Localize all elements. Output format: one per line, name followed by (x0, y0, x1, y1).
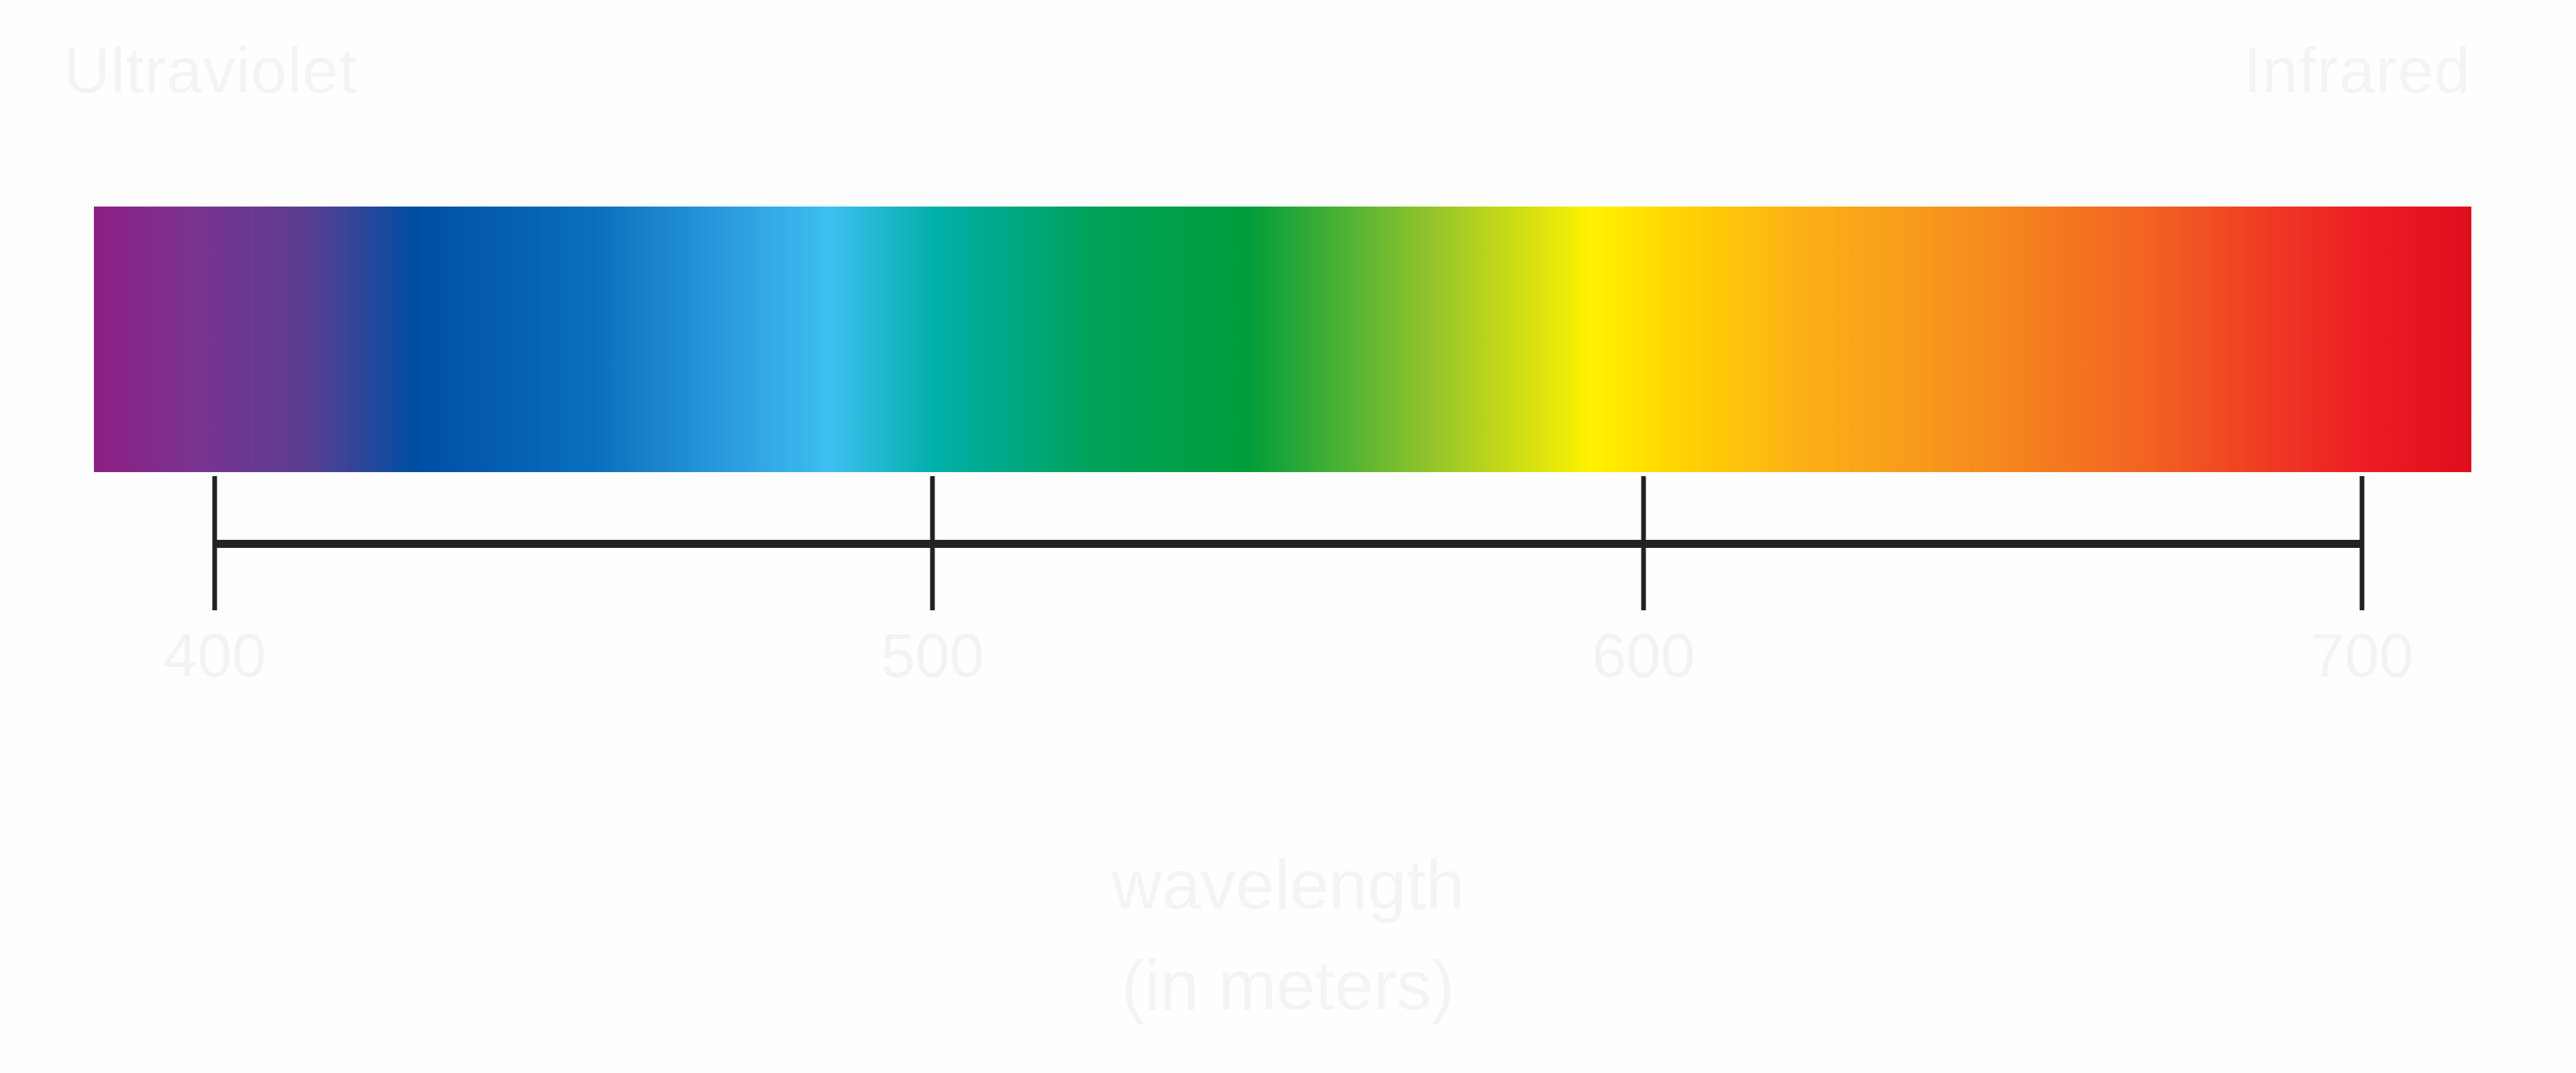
tick-label-600: 600 (1592, 622, 1695, 690)
axis-title-line-2: (in meters) (1121, 947, 1455, 1025)
axis-title: wavelength (in meters) (953, 835, 1623, 1036)
tick-label-700: 700 (2310, 622, 2414, 690)
tick-label-500: 500 (881, 622, 984, 690)
infrared-label: Infrared (2243, 35, 2471, 107)
ultraviolet-label: Ultraviolet (64, 35, 358, 107)
tick-label-400: 400 (163, 622, 266, 690)
spectrum-bar (94, 207, 2471, 472)
axis-title-line-1: wavelength (1111, 846, 1465, 924)
